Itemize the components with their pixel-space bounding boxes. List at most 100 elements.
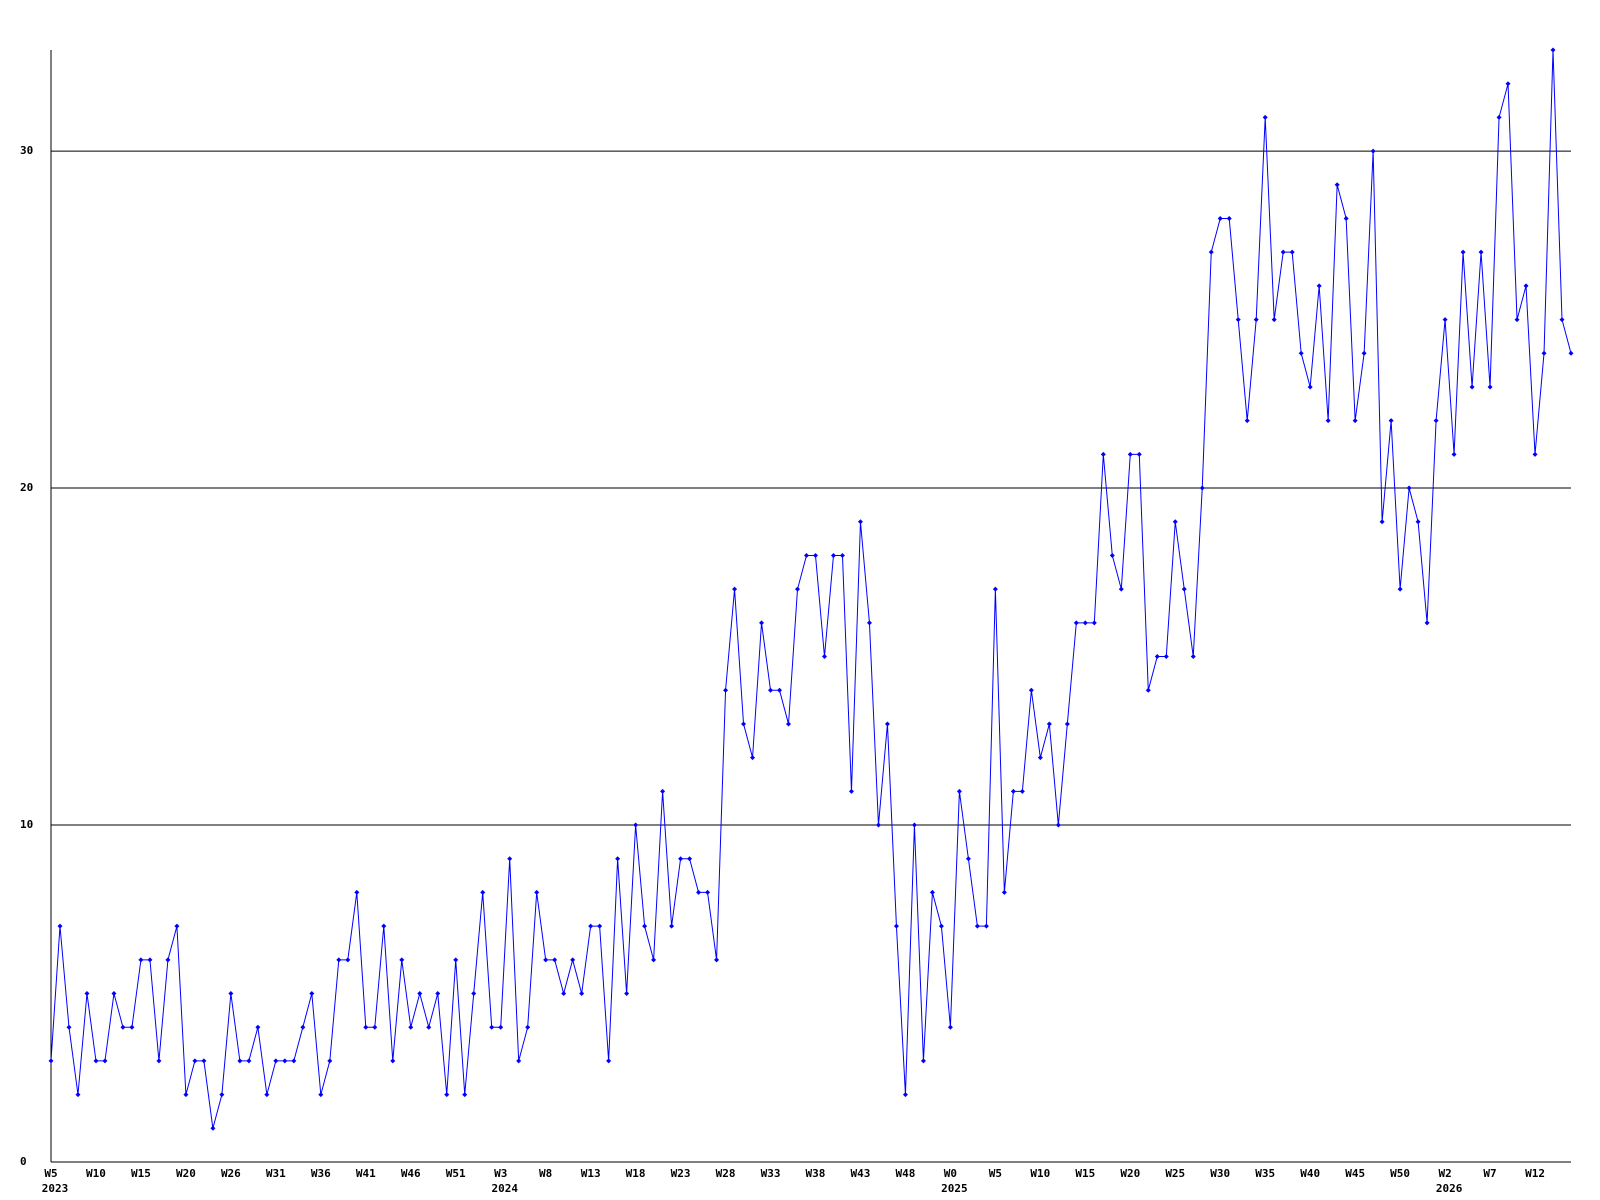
x-tick-label: W41: [356, 1167, 376, 1180]
y-tick-label: 10: [20, 818, 33, 831]
data-point: [129, 1024, 135, 1030]
data-point: [1136, 451, 1142, 457]
x-tick-label: W15: [1075, 1167, 1095, 1180]
x-tick-label: W31: [266, 1167, 286, 1180]
y-tick-label: 30: [20, 144, 33, 157]
data-point: [444, 1092, 450, 1098]
data-point: [75, 1092, 81, 1098]
data-point: [570, 957, 576, 963]
data-point: [498, 1024, 504, 1030]
data-point: [1199, 485, 1205, 491]
data-point: [929, 889, 935, 895]
data-point: [1541, 350, 1547, 356]
data-point: [1334, 182, 1340, 188]
data-point: [1298, 350, 1304, 356]
x-tick-label: W45: [1345, 1167, 1365, 1180]
data-point: [1073, 620, 1079, 626]
data-point: [1226, 215, 1232, 221]
data-point: [1370, 148, 1376, 154]
data-point: [1082, 620, 1088, 626]
data-point: [228, 991, 234, 997]
data-point: [399, 957, 405, 963]
data-point: [633, 822, 639, 828]
data-point: [1568, 350, 1574, 356]
data-point: [1559, 317, 1565, 323]
data-point: [552, 957, 558, 963]
data-point: [1145, 687, 1151, 693]
data-point: [750, 755, 756, 761]
data-point: [1109, 552, 1115, 558]
data-point: [453, 957, 459, 963]
data-point: [336, 957, 342, 963]
x-tick-label: W28: [716, 1167, 736, 1180]
data-point: [857, 519, 863, 525]
data-point: [210, 1125, 216, 1131]
data-point: [1514, 317, 1520, 323]
data-point: [1325, 418, 1331, 424]
x-tick-label: W18: [626, 1167, 646, 1180]
data-point: [597, 923, 603, 929]
data-point: [84, 991, 90, 997]
data-point: [696, 889, 702, 895]
x-tick-label: W10: [86, 1167, 106, 1180]
data-point: [615, 856, 621, 862]
x-tick-label: W43: [851, 1167, 871, 1180]
data-point: [489, 1024, 495, 1030]
data-point: [893, 923, 899, 929]
data-point: [714, 957, 720, 963]
data-point: [1415, 519, 1421, 525]
x-tick-label: W38: [806, 1167, 826, 1180]
data-point: [471, 991, 477, 997]
x-tick-label: W13: [581, 1167, 601, 1180]
data-point: [354, 889, 360, 895]
data-point: [480, 889, 486, 895]
data-point: [1217, 215, 1223, 221]
x-tick-label: W46: [401, 1167, 421, 1180]
data-point: [516, 1058, 522, 1064]
data-point: [1505, 81, 1511, 87]
data-point: [111, 991, 117, 997]
data-point: [839, 552, 845, 558]
data-point: [866, 620, 872, 626]
data-point: [812, 552, 818, 558]
data-point: [938, 923, 944, 929]
data-point: [462, 1092, 468, 1098]
x-tick-label: W26: [221, 1167, 241, 1180]
data-point: [1055, 822, 1061, 828]
data-point: [1406, 485, 1412, 491]
data-point: [1172, 519, 1178, 525]
data-point: [1046, 721, 1052, 727]
data-point: [246, 1058, 252, 1064]
data-point: [965, 856, 971, 862]
data-point: [1352, 418, 1358, 424]
data-point: [381, 923, 387, 929]
x-tick-label: W30: [1210, 1167, 1230, 1180]
data-point: [830, 552, 836, 558]
x-tick-label: W8: [539, 1167, 552, 1180]
x-year-label: 2024: [491, 1182, 518, 1195]
data-point: [120, 1024, 126, 1030]
x-tick-label: W48: [896, 1167, 916, 1180]
data-point: [705, 889, 711, 895]
data-point: [678, 856, 684, 862]
data-point: [417, 991, 423, 997]
data-point: [1064, 721, 1070, 727]
data-point: [1424, 620, 1430, 626]
y-tick-label: 20: [20, 481, 33, 494]
data-point: [1235, 317, 1241, 323]
data-point: [525, 1024, 531, 1030]
data-point: [282, 1058, 288, 1064]
data-point: [660, 788, 666, 794]
data-point: [1343, 215, 1349, 221]
data-point: [1118, 586, 1124, 592]
data-point: [651, 957, 657, 963]
data-point: [1208, 249, 1214, 255]
data-point: [201, 1058, 207, 1064]
data-point: [983, 923, 989, 929]
data-point: [66, 1024, 72, 1030]
data-point: [992, 586, 998, 592]
data-point: [1433, 418, 1439, 424]
data-point: [1001, 889, 1007, 895]
